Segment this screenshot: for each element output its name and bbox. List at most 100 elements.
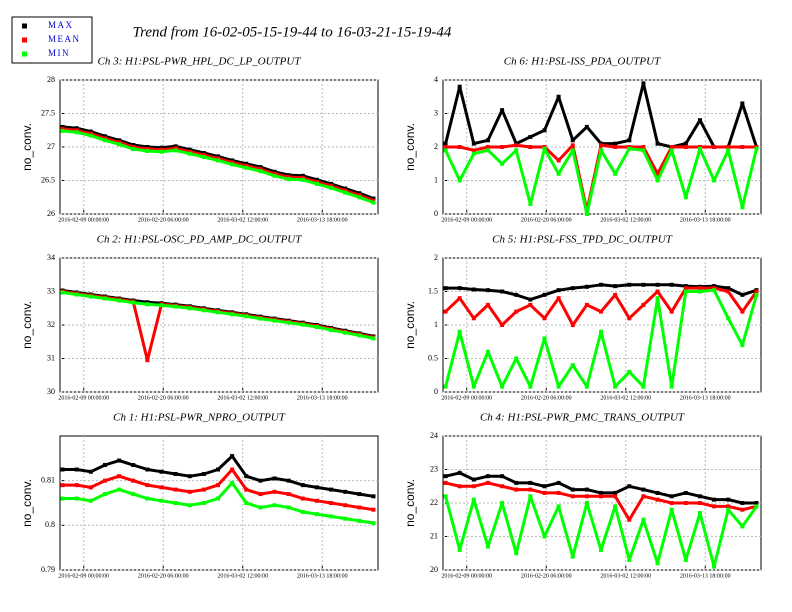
data-point <box>556 384 561 389</box>
data-point <box>102 136 107 141</box>
panel-title: Ch 1: H1:PSL-PWR_NPRO_OUTPUT <box>113 412 286 424</box>
y-tick-label: 0.8 <box>45 520 55 529</box>
data-point <box>60 290 65 295</box>
y-tick-label: 4 <box>434 75 438 84</box>
data-point <box>443 145 448 149</box>
data-point <box>457 178 462 183</box>
data-point <box>471 148 476 153</box>
x-tick-label: 2016-03-13 18:00:00 <box>680 573 731 579</box>
data-point <box>357 195 362 200</box>
x-tick-label: 2016-03-02 12:00:00 <box>217 217 268 223</box>
data-point <box>584 487 589 492</box>
y-tick-label: 34 <box>47 253 55 262</box>
data-point <box>173 304 178 309</box>
data-point <box>697 511 702 516</box>
data-point <box>201 487 206 492</box>
data-point <box>655 490 660 495</box>
data-point <box>159 469 164 474</box>
y-tick-label: 23 <box>430 464 438 473</box>
data-point <box>514 487 519 492</box>
data-point <box>627 282 632 287</box>
data-point <box>613 171 618 176</box>
data-point <box>683 289 688 294</box>
data-point <box>159 147 164 152</box>
legend-swatch <box>22 37 27 43</box>
data-point <box>216 154 221 159</box>
data-point <box>343 516 348 521</box>
data-point <box>216 156 221 161</box>
data-point <box>258 492 263 497</box>
data-point <box>542 128 547 133</box>
y-tick-label: 26.5 <box>41 175 55 184</box>
x-tick-label: 2016-02-20 06:00:00 <box>521 217 572 223</box>
data-point <box>570 148 575 153</box>
data-point <box>471 497 476 502</box>
data-point <box>514 309 519 314</box>
data-point <box>201 151 206 156</box>
y-tick-label: 20 <box>430 565 438 574</box>
data-point <box>230 158 235 163</box>
y-tick-label: 0.79 <box>41 565 55 574</box>
data-point <box>357 333 362 338</box>
data-point <box>173 144 178 149</box>
y-axis-label: no_conv. <box>20 123 34 171</box>
data-point <box>500 384 505 389</box>
data-point <box>726 504 731 509</box>
data-point <box>500 484 505 489</box>
y-axis-label: no_conv. <box>403 123 417 171</box>
data-point <box>556 490 561 495</box>
data-point <box>131 145 136 149</box>
data-point <box>443 286 448 291</box>
data-point <box>117 142 122 147</box>
data-point <box>173 471 178 476</box>
data-point <box>329 328 334 333</box>
data-point <box>74 496 79 501</box>
data-point <box>357 193 362 198</box>
data-point <box>627 146 632 151</box>
data-point <box>145 300 150 305</box>
data-point <box>357 492 362 497</box>
data-point <box>187 503 192 508</box>
data-point <box>187 149 192 154</box>
data-point <box>159 145 164 150</box>
data-point <box>514 480 519 485</box>
data-point <box>528 145 533 149</box>
data-point <box>528 480 533 485</box>
data-point <box>599 329 604 334</box>
data-point <box>500 145 505 149</box>
data-point <box>471 151 476 156</box>
data-point <box>485 302 490 307</box>
data-point <box>669 148 674 153</box>
data-point <box>314 179 319 184</box>
data-point <box>528 297 533 302</box>
data-point <box>258 169 263 174</box>
data-point <box>343 503 348 508</box>
y-axis-label: no_conv. <box>403 301 417 349</box>
data-point <box>272 173 277 178</box>
data-point <box>584 494 589 499</box>
data-point <box>641 282 646 287</box>
data-point <box>669 501 674 505</box>
data-point <box>173 146 178 151</box>
x-tick-label: 2016-03-02 12:00:00 <box>600 573 651 579</box>
data-point <box>258 505 263 510</box>
data-point <box>314 512 319 517</box>
y-tick-label: 1 <box>434 320 438 329</box>
data-point <box>145 145 150 149</box>
data-point <box>641 384 646 389</box>
data-point <box>286 175 291 180</box>
data-point <box>230 312 235 317</box>
data-point <box>230 467 235 472</box>
data-point <box>599 494 604 499</box>
x-tick-label: 2016-02-09 00:00:00 <box>441 217 492 223</box>
data-point <box>329 181 334 186</box>
data-point <box>655 171 660 176</box>
data-point <box>187 306 192 311</box>
data-point <box>102 478 107 483</box>
x-tick-label: 2016-02-20 06:00:00 <box>138 217 189 223</box>
data-point <box>712 284 717 289</box>
y-tick-label: 1 <box>434 175 438 184</box>
data-point <box>570 494 575 499</box>
data-point <box>443 494 448 499</box>
data-point <box>329 185 334 190</box>
